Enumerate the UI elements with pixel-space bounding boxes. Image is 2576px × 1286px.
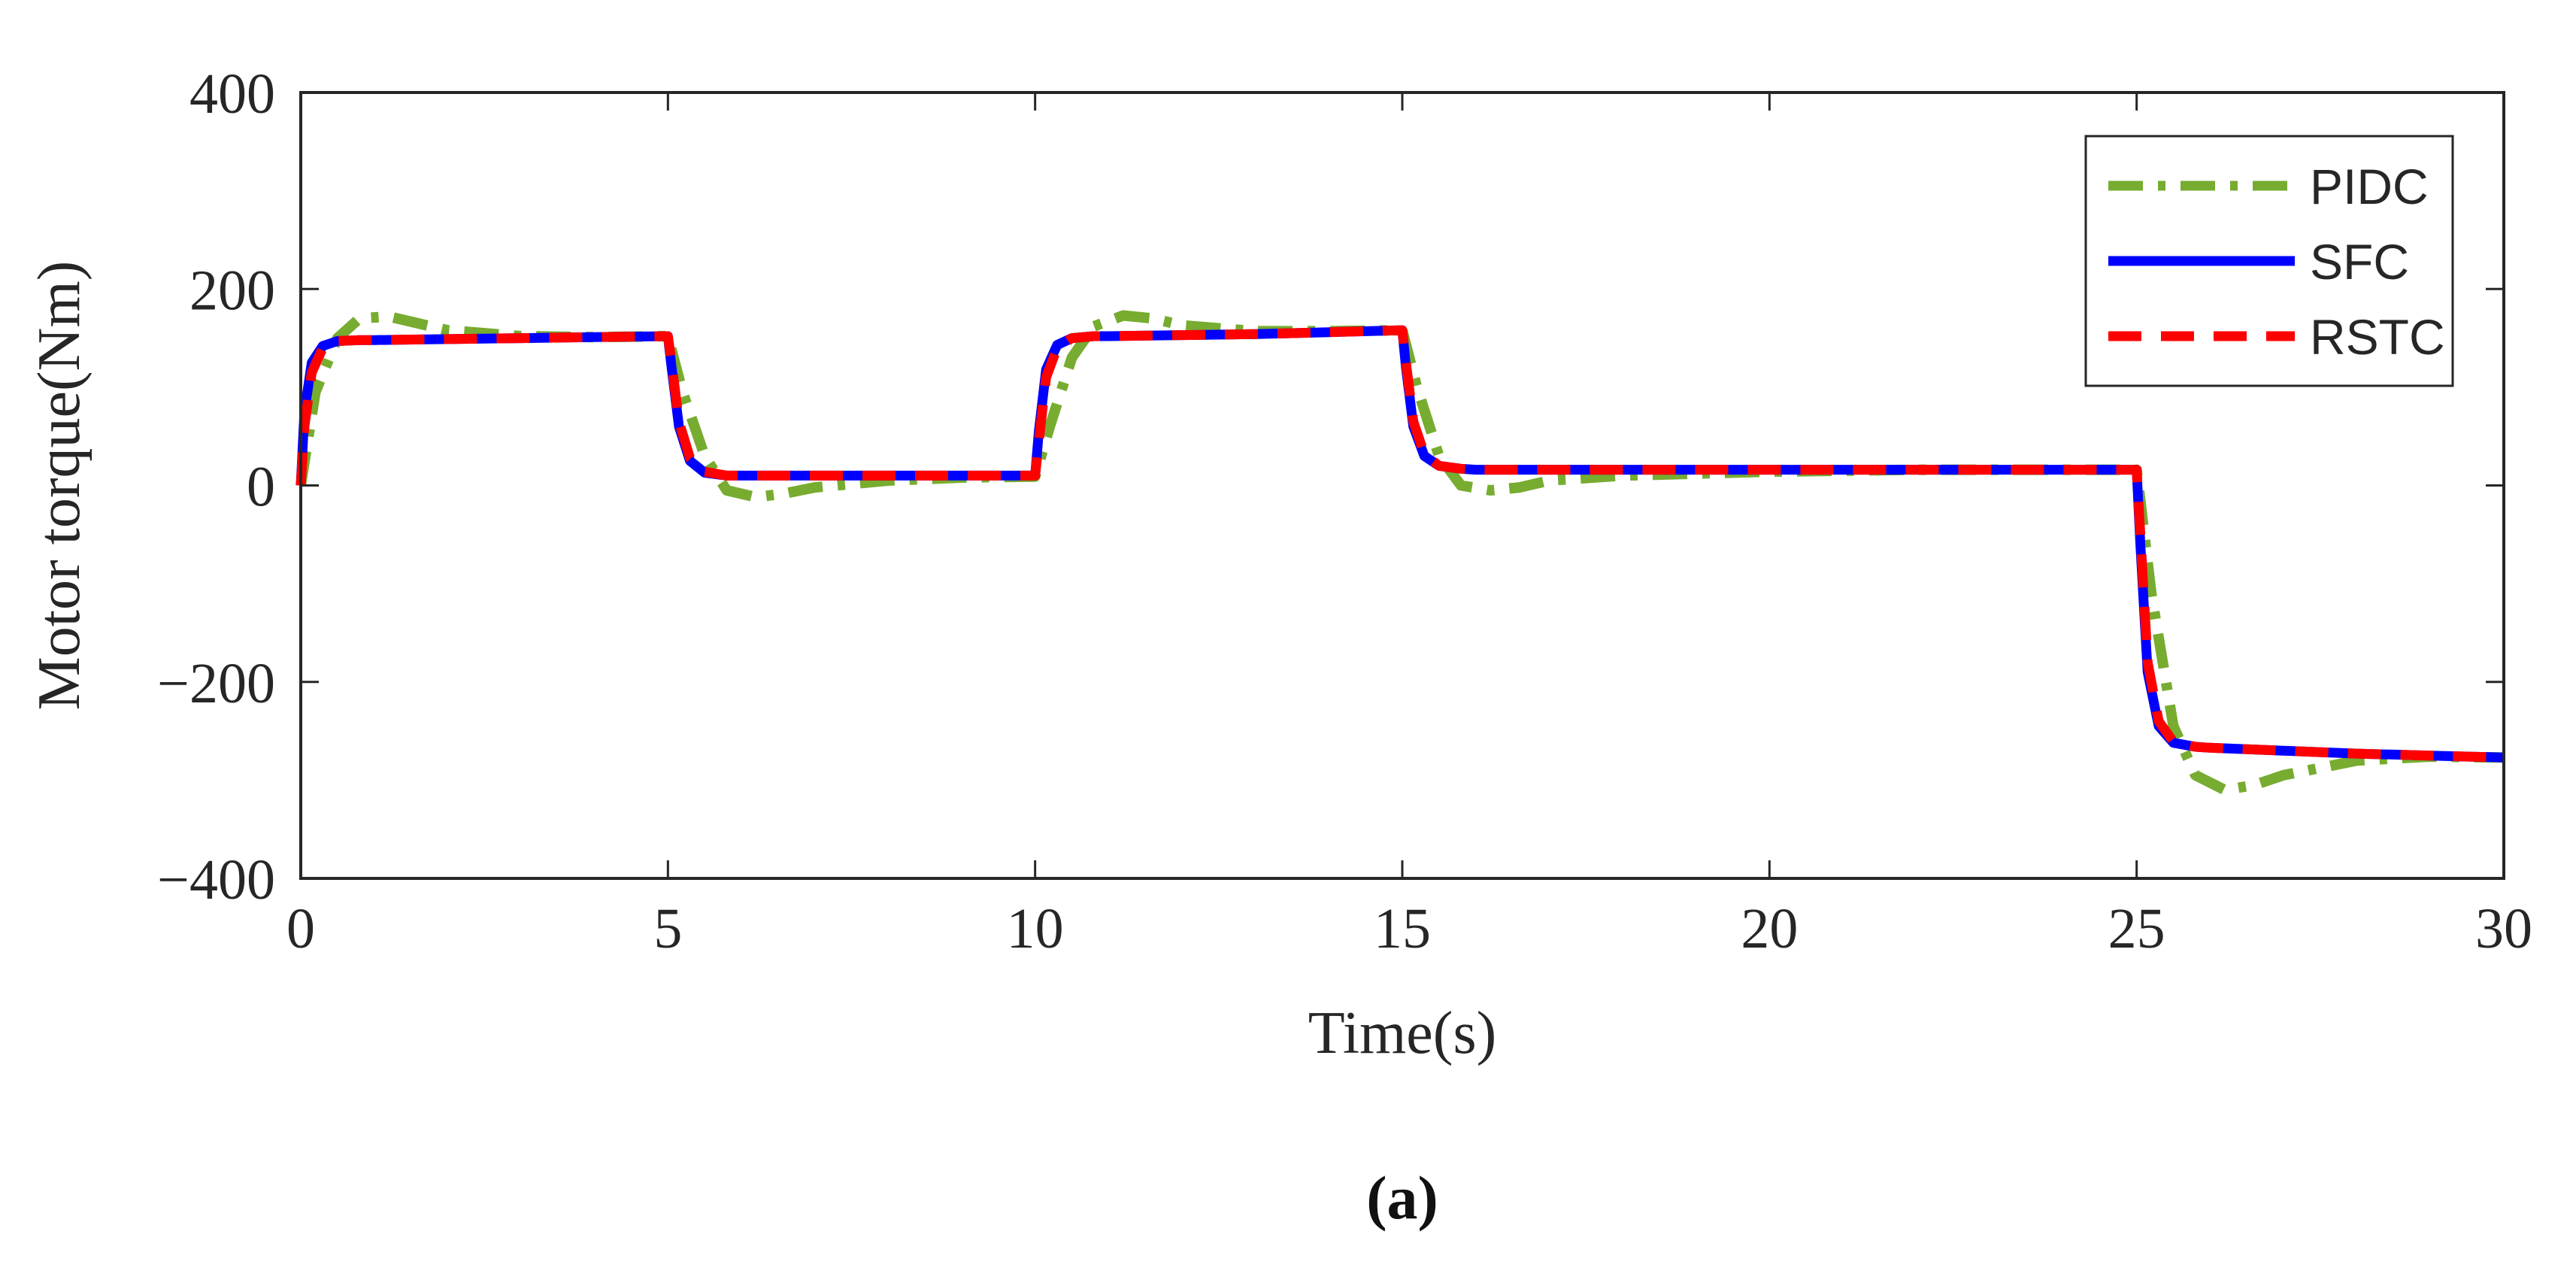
- legend-label-pidc: PIDC: [2310, 159, 2429, 214]
- series-line-rstc: [295, 325, 2505, 763]
- x-tick-label: 20: [1741, 897, 1798, 960]
- figure-caption: (a): [1366, 1163, 1438, 1232]
- x-tick-label: 5: [653, 897, 682, 960]
- y-tick-label: −400: [157, 848, 275, 911]
- x-tick-label: 30: [2475, 897, 2532, 960]
- x-tick-label: 0: [286, 897, 315, 960]
- x-tick-label: 15: [1374, 897, 1431, 960]
- legend-label-sfc: SFC: [2310, 234, 2409, 290]
- y-tick-label: 400: [189, 62, 275, 126]
- x-tick-label: 25: [2108, 897, 2165, 960]
- legend-label-rstc: RSTC: [2310, 309, 2445, 365]
- legend: PIDC SFC RSTC: [2084, 135, 2454, 387]
- x-axis-label: Time(s): [1308, 1000, 1496, 1066]
- x-tick-label: 10: [1007, 897, 1064, 960]
- y-tick-label: 200: [189, 259, 275, 322]
- y-tick-label: 0: [247, 456, 275, 519]
- y-tick-label: −200: [157, 652, 275, 715]
- series-layer: [295, 310, 2505, 796]
- y-axis-label: Motor torque(Nm): [26, 261, 92, 711]
- ticks-layer: 0 5 10 15 20 25 30 −400 −200 0 200 400: [157, 62, 2532, 960]
